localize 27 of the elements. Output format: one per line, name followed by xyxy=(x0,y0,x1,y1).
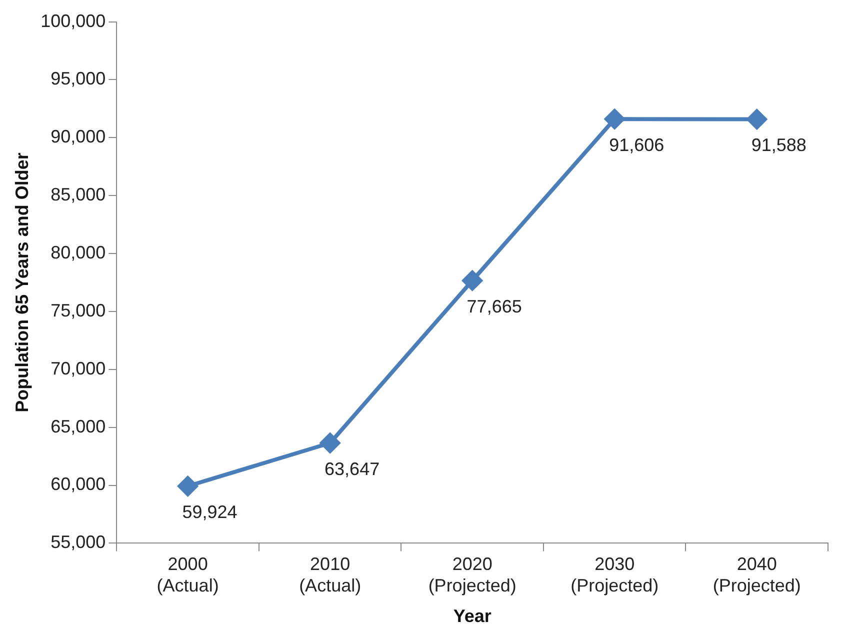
x-tick-label: 2010 (Actual) xyxy=(299,554,362,596)
y-tick-label: 70,000 xyxy=(50,358,106,378)
y-tick-label: 55,000 xyxy=(50,532,106,552)
point xyxy=(178,476,198,496)
point xyxy=(320,433,340,454)
y-tick-label: 65,000 xyxy=(50,416,106,436)
data-label: 77,665 xyxy=(466,296,522,317)
y-tick-label: 85,000 xyxy=(50,184,106,205)
y-tick-label: 95,000 xyxy=(50,68,106,89)
x-tick-label: 2030 (Projected) xyxy=(570,554,659,596)
data-label: 91,588 xyxy=(751,135,806,156)
x-tick-label: 2000 (Actual) xyxy=(156,554,219,596)
x-axis-title: Year xyxy=(453,606,492,626)
data-label: 63,647 xyxy=(324,458,380,479)
y-tick-label: 80,000 xyxy=(50,242,106,262)
y-tick-label: 90,000 xyxy=(50,126,106,147)
y-tick-label: 75,000 xyxy=(50,300,106,320)
y-tick-label: 100,000 xyxy=(40,10,106,31)
point xyxy=(746,109,767,130)
data-label: 59,924 xyxy=(182,502,238,522)
y-axis-title: Population 65 Years and Older xyxy=(12,152,32,412)
data-label: 91,606 xyxy=(609,135,664,156)
point xyxy=(604,109,625,130)
point xyxy=(462,270,482,291)
y-tick-label: 60,000 xyxy=(50,474,106,494)
x-tick-label: 2040 (Projected) xyxy=(712,554,801,596)
x-tick-label: 2020 (Projected) xyxy=(428,554,516,596)
